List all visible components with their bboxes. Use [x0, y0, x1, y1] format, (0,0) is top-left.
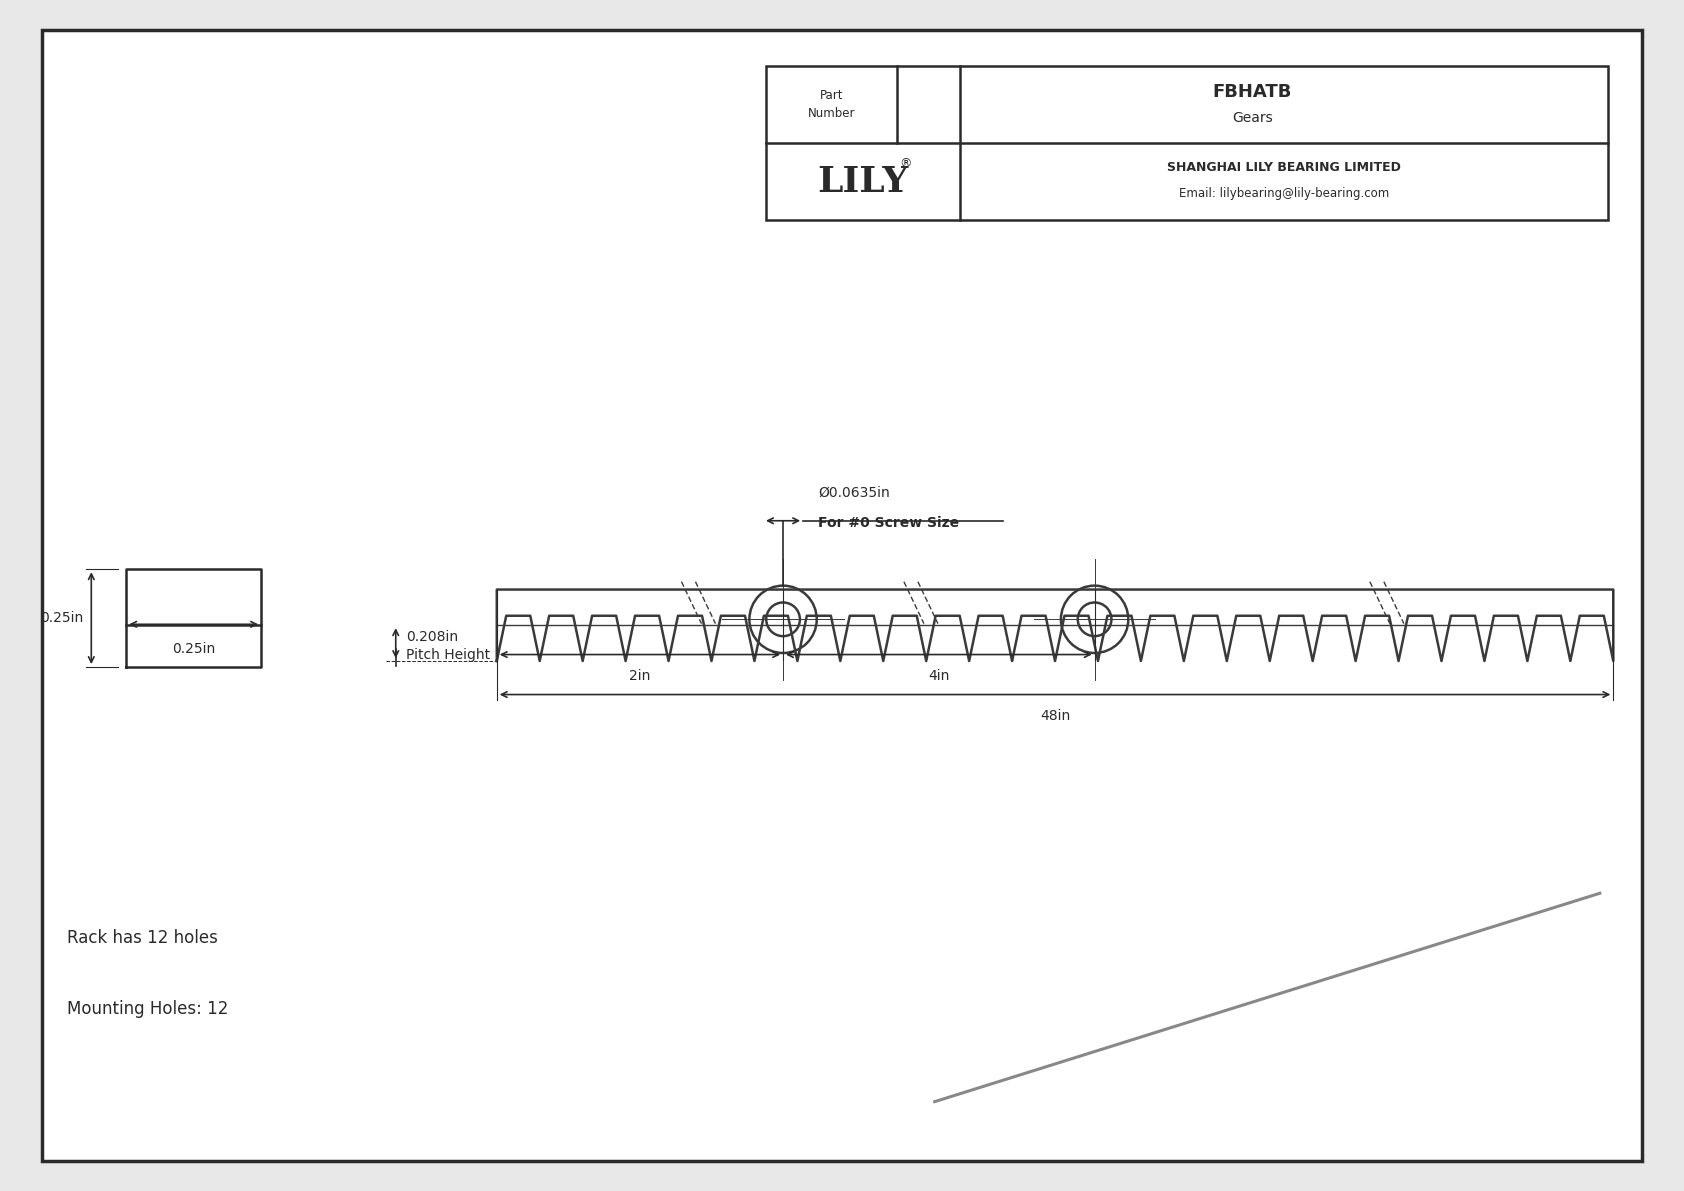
Text: For #0 Screw Size: For #0 Screw Size	[818, 516, 960, 530]
Text: Rack has 12 holes: Rack has 12 holes	[67, 929, 219, 947]
Text: 48in: 48in	[1041, 709, 1069, 723]
Text: Gears: Gears	[1233, 111, 1273, 125]
Text: LILY: LILY	[817, 164, 909, 199]
Text: Mounting Holes: 12: Mounting Holes: 12	[67, 1000, 229, 1018]
Text: 0.25in: 0.25in	[40, 611, 83, 625]
Text: 0.208in: 0.208in	[406, 630, 458, 644]
Text: 4in: 4in	[928, 668, 950, 682]
Text: Pitch Height: Pitch Height	[406, 648, 490, 662]
Text: 0.25in: 0.25in	[172, 642, 216, 656]
Text: ®: ®	[899, 157, 911, 170]
Text: Email: lilybearing@lily-bearing.com: Email: lilybearing@lily-bearing.com	[1179, 187, 1389, 200]
FancyBboxPatch shape	[42, 30, 1642, 1161]
Text: FBHATB: FBHATB	[1212, 83, 1292, 101]
Text: Ø0.0635in: Ø0.0635in	[818, 486, 889, 500]
FancyBboxPatch shape	[766, 66, 1608, 220]
Text: Part
Number: Part Number	[808, 88, 855, 120]
Text: SHANGHAI LILY BEARING LIMITED: SHANGHAI LILY BEARING LIMITED	[1167, 161, 1401, 174]
Text: 2in: 2in	[630, 668, 650, 682]
